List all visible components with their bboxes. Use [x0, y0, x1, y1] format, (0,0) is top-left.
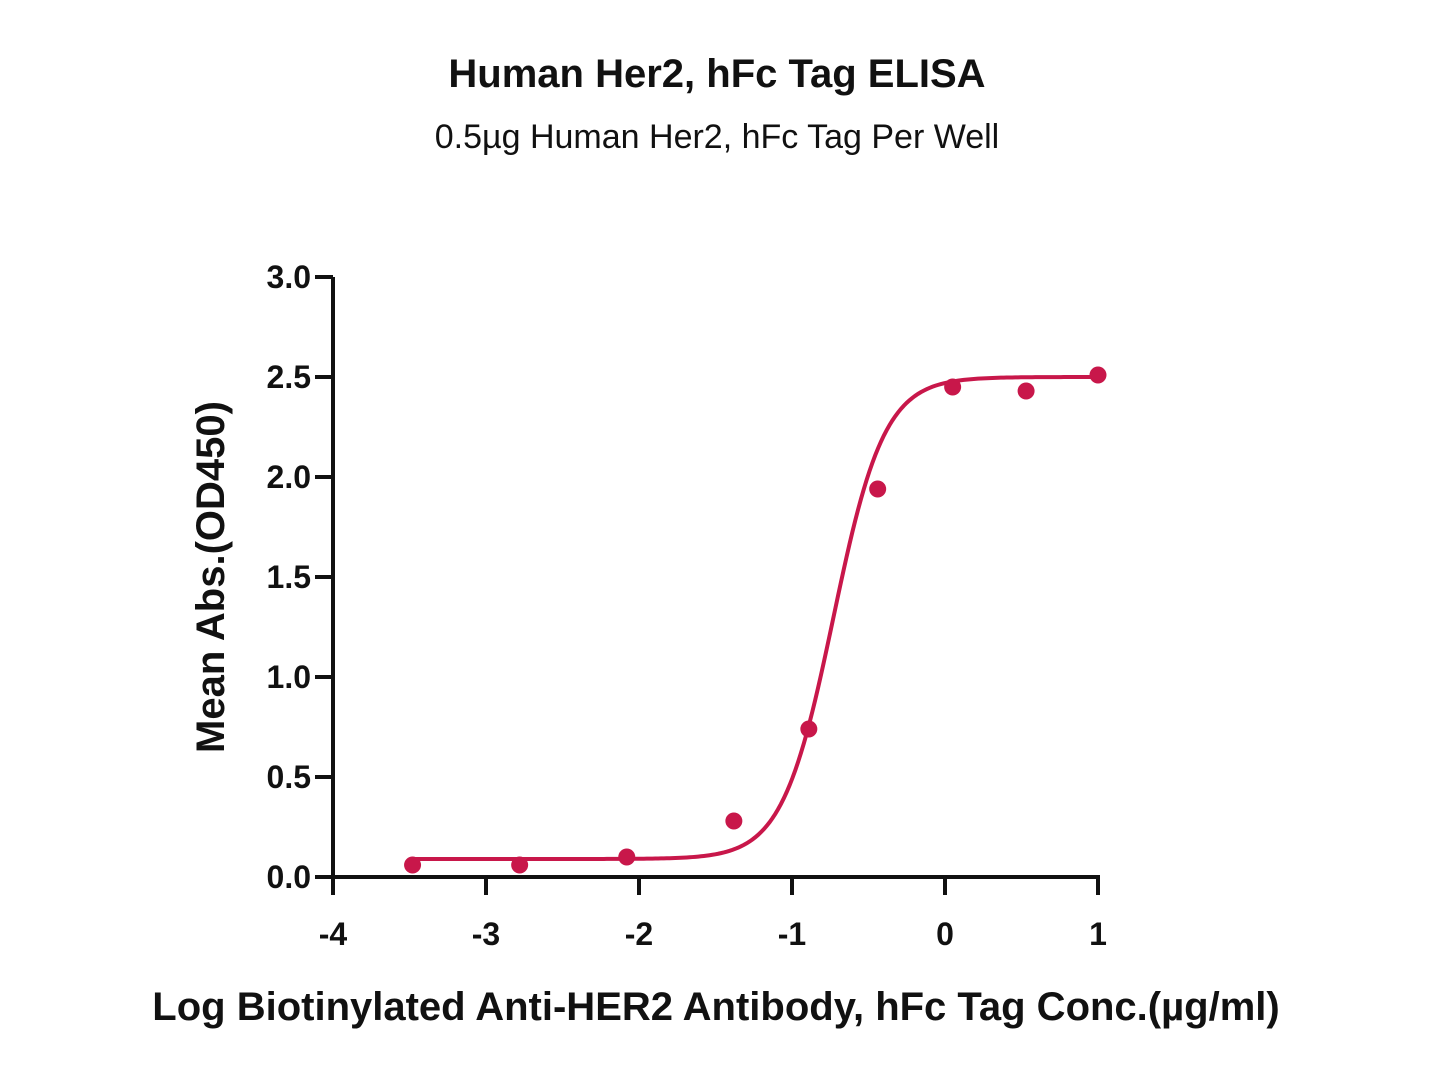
data-point — [404, 856, 422, 874]
data-point — [1017, 382, 1035, 400]
data-point — [944, 378, 962, 396]
y-tick-label: 1.5 — [267, 559, 311, 595]
data-point — [869, 480, 887, 498]
x-tick-label: 1 — [1089, 916, 1107, 952]
y-tick-label: 0.5 — [267, 759, 311, 795]
y-tick-label: 0.0 — [267, 859, 311, 895]
y-tick-label: 2.0 — [267, 459, 311, 495]
y-axis: 0.0 0.5 1.0 1.5 2.0 2.5 3.0 — [267, 259, 335, 895]
x-tick-label: -1 — [778, 916, 806, 952]
chart-title: Human Her2, hFc Tag ELISA — [448, 52, 986, 96]
fit-curve — [412, 375, 1098, 861]
y-axis-label: Mean Abs.(OD450) — [189, 401, 233, 753]
data-point — [800, 720, 818, 738]
data-point — [511, 856, 529, 874]
x-axis: -4 -3 -2 -1 0 1 — [319, 875, 1107, 952]
x-tick-label: 0 — [936, 916, 954, 952]
y-tick-label: 2.5 — [267, 359, 311, 395]
y-tick-label: 3.0 — [267, 259, 311, 295]
x-tick-label: -3 — [472, 916, 500, 952]
x-tick-label: -4 — [319, 916, 348, 952]
data-point — [618, 848, 636, 866]
data-point — [1089, 366, 1107, 384]
data-point — [725, 812, 743, 830]
x-tick-label: -2 — [625, 916, 653, 952]
data-points — [404, 366, 1107, 874]
x-axis-label: Log Biotinylated Anti-HER2 Antibody, hFc… — [152, 985, 1279, 1029]
chart-subtitle: 0.5µg Human Her2, hFc Tag Per Well — [434, 118, 1000, 156]
y-tick-label: 1.0 — [267, 659, 311, 695]
